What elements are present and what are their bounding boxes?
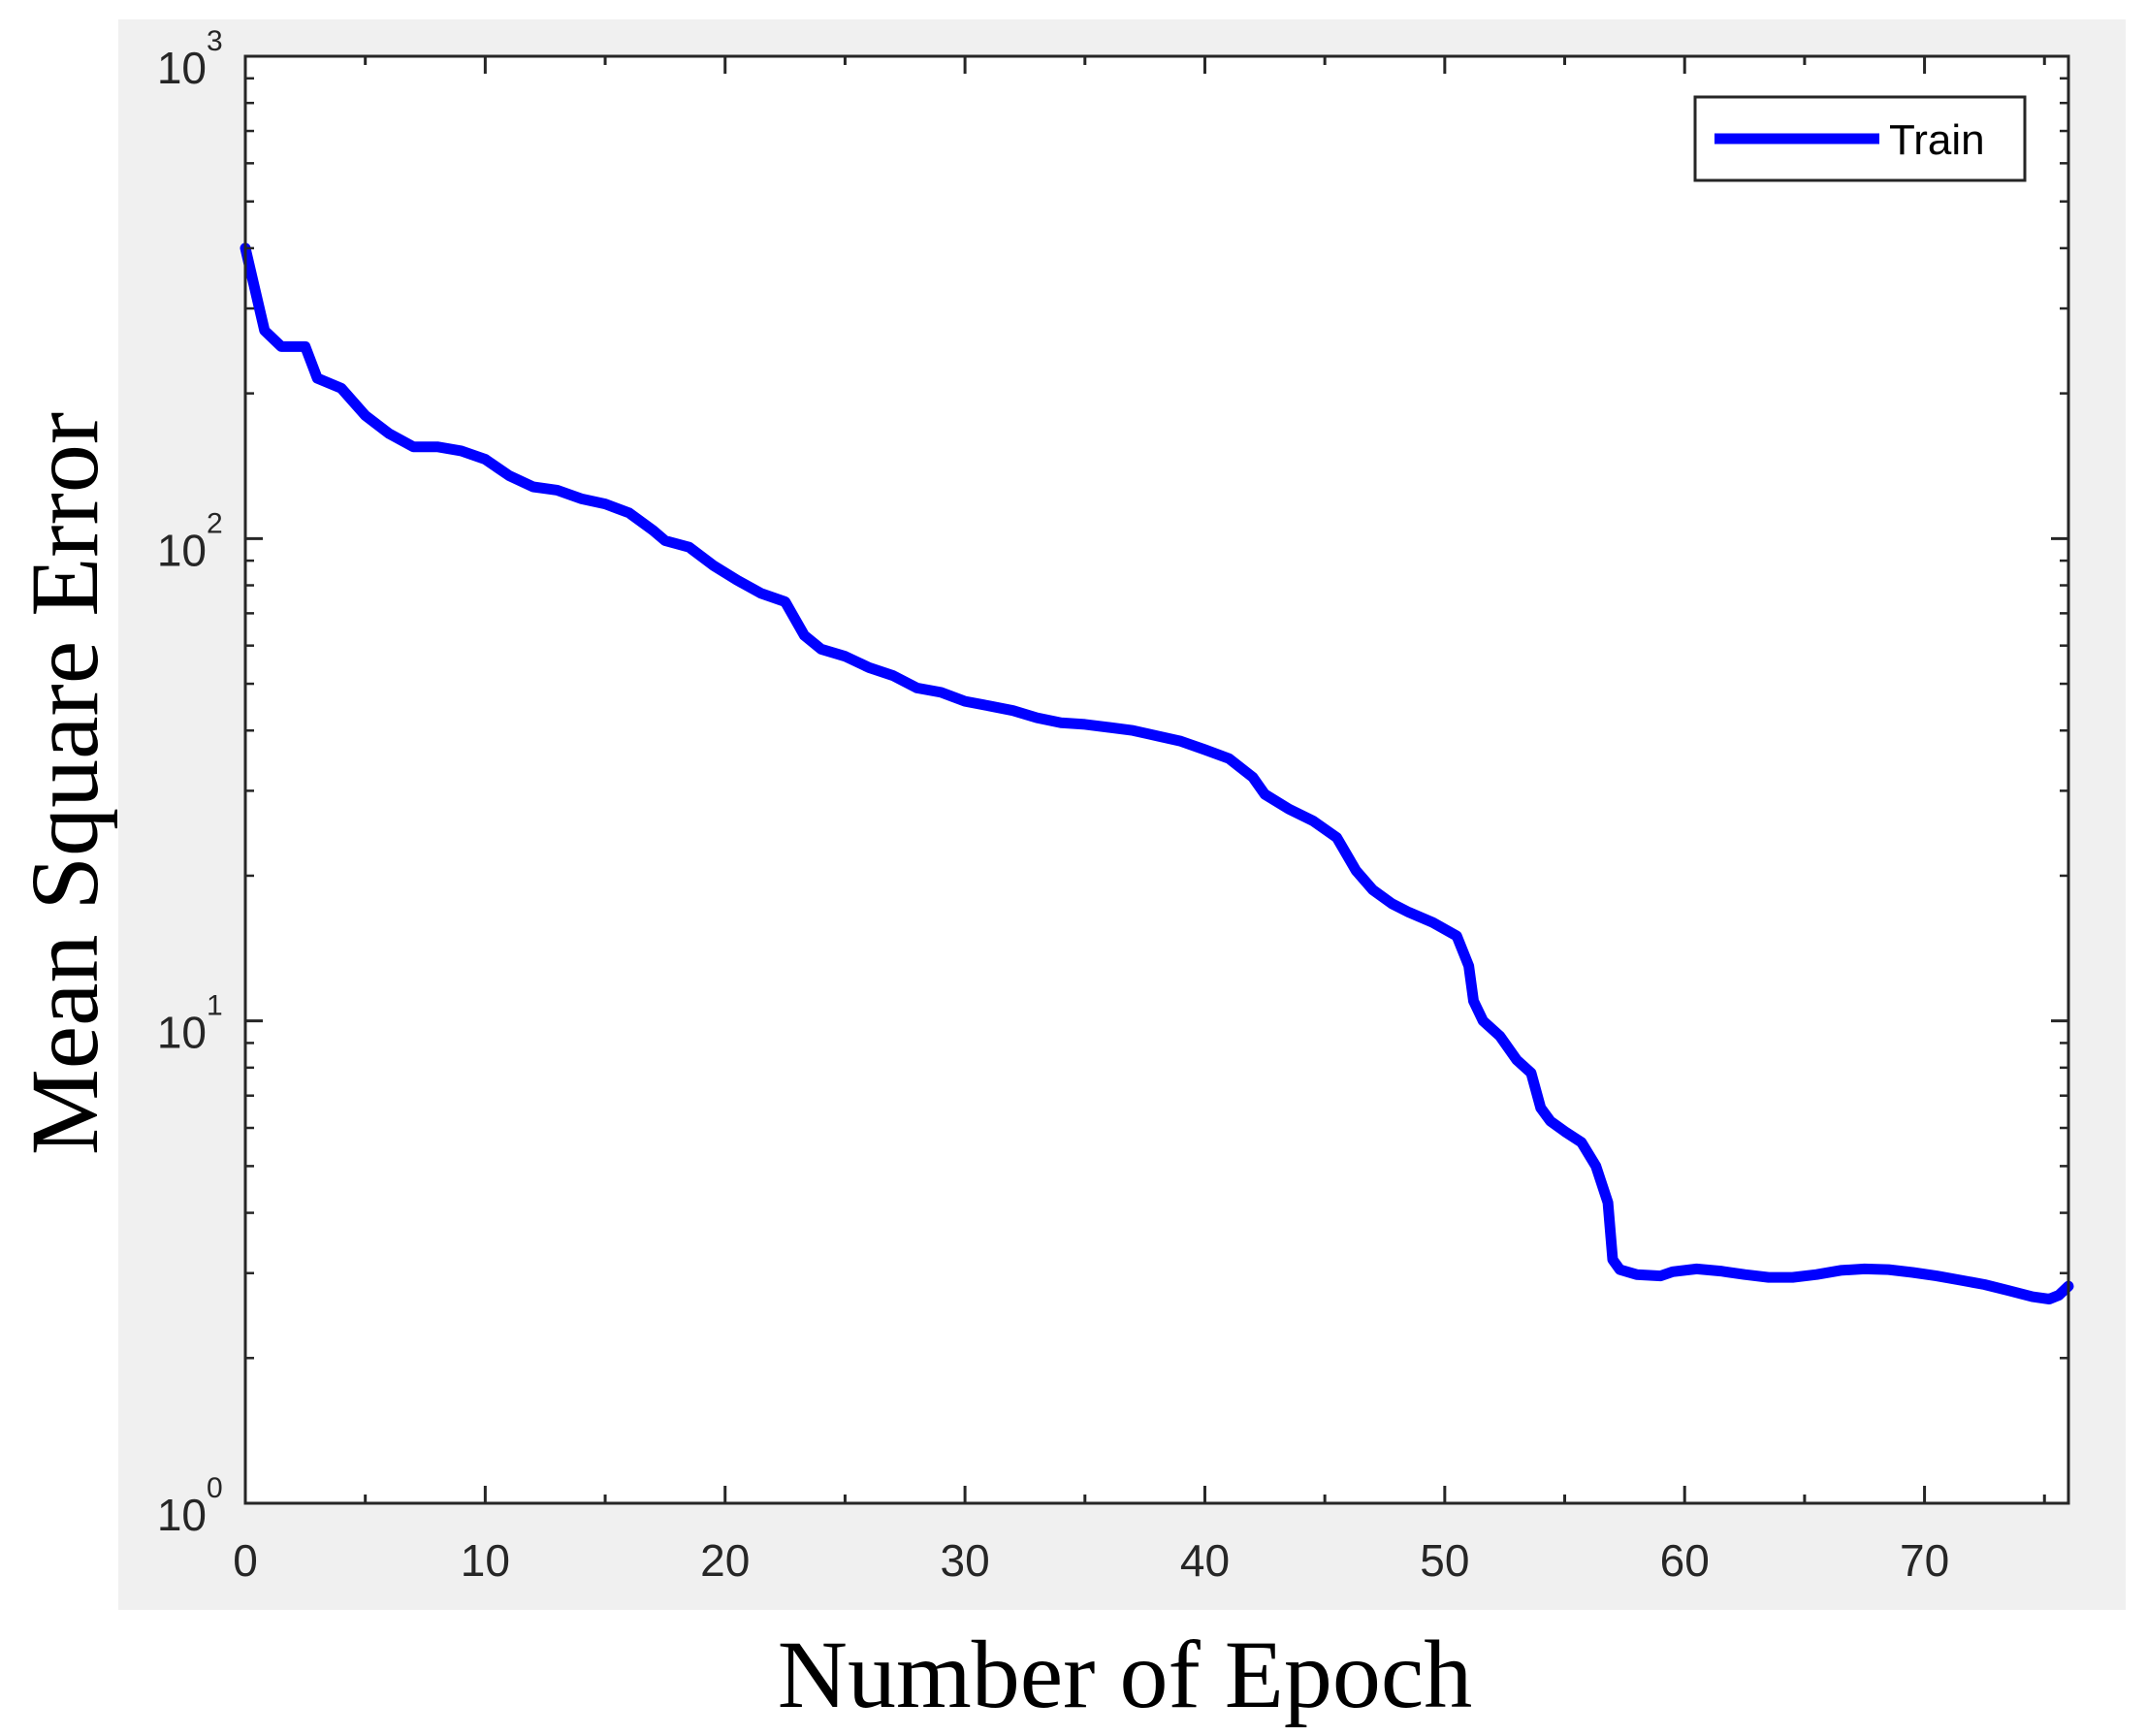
axes-frame xyxy=(243,54,2070,1505)
legend: Train xyxy=(1693,95,2027,182)
x-tick-label: 50 xyxy=(1420,1535,1469,1586)
axes-background xyxy=(245,56,2068,1503)
legend-label: Train xyxy=(1889,116,1985,164)
y-axis-title: Mean Square Error xyxy=(11,412,118,1155)
x-axis-title: Number of Epoch xyxy=(778,1621,1472,1728)
x-tick-label: 10 xyxy=(461,1535,510,1586)
y-tick-exponent: 1 xyxy=(207,990,223,1022)
axes-box xyxy=(243,54,2070,1505)
x-axis: 0 10 20 30 40 50 60 70 xyxy=(233,56,2046,1586)
plot-area xyxy=(240,242,2074,1304)
y-tick-exponent: 0 xyxy=(207,1472,223,1504)
series-line-train xyxy=(240,242,2074,1304)
y-tick-label: 10 xyxy=(157,525,207,575)
x-tick-label: 0 xyxy=(233,1535,258,1586)
y-tick-exponent: 2 xyxy=(207,507,223,539)
x-tick-label: 70 xyxy=(1900,1535,1949,1586)
x-tick-label: 60 xyxy=(1660,1535,1710,1586)
x-tick-label: 20 xyxy=(700,1535,750,1586)
x-tick-label: 30 xyxy=(941,1535,990,1586)
y-tick-label: 10 xyxy=(157,43,207,93)
y-tick-exponent: 3 xyxy=(207,25,223,57)
y-tick-label: 10 xyxy=(157,1490,207,1540)
x-tick-label: 40 xyxy=(1180,1535,1230,1586)
y-tick-label: 10 xyxy=(157,1008,207,1058)
